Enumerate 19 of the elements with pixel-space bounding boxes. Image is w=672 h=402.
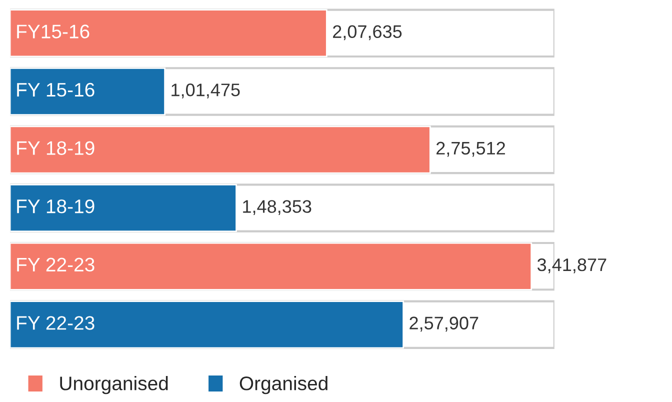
bar <box>10 67 166 116</box>
bar <box>10 184 237 232</box>
y-tick-label: FY 18-19 <box>17 199 94 214</box>
bar <box>10 126 431 174</box>
legend-label: Organised <box>240 376 328 394</box>
bar <box>10 300 404 349</box>
data-label: 2,75,512 <box>436 142 505 157</box>
y-tick-label: FY 18-19 <box>17 141 94 155</box>
data-label: 3,41,877 <box>537 258 606 274</box>
y-tick-label: FY 15-16 <box>17 82 94 97</box>
data-label: 2,57,907 <box>410 316 478 332</box>
data-label: 1,01,475 <box>172 84 240 98</box>
data-label: 1,48,353 <box>243 200 312 216</box>
y-tick-label: FY 22-23 <box>17 258 94 272</box>
data-label: 2,07,635 <box>333 25 402 40</box>
legend-label: Unorganised <box>60 376 168 394</box>
y-tick-label: FY 22-23 <box>17 316 94 330</box>
y-tick-label: FY15-16 <box>17 24 90 38</box>
bar <box>10 9 328 58</box>
